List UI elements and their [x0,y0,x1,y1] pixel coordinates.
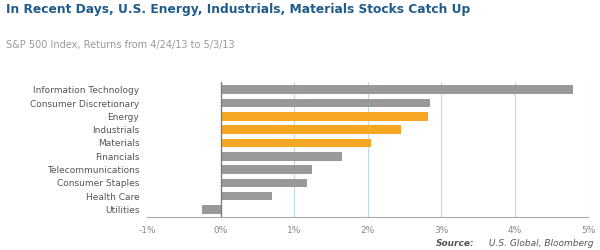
Bar [221,86,574,95]
Bar [221,152,342,161]
Text: In Recent Days, U.S. Energy, Industrials, Materials Stocks Catch Up: In Recent Days, U.S. Energy, Industrials… [6,2,470,16]
Text: U.S. Global, Bloomberg: U.S. Global, Bloomberg [487,238,594,248]
Bar [221,139,371,148]
Bar [221,126,401,134]
Bar [221,166,313,174]
Text: Source:: Source: [436,238,474,248]
Bar [221,179,307,188]
Text: S&P 500 Index, Returns from 4/24/13 to 5/3/13: S&P 500 Index, Returns from 4/24/13 to 5… [6,40,235,50]
Bar [221,192,272,200]
Bar [221,112,428,121]
Bar [221,99,430,108]
Bar [202,205,221,214]
